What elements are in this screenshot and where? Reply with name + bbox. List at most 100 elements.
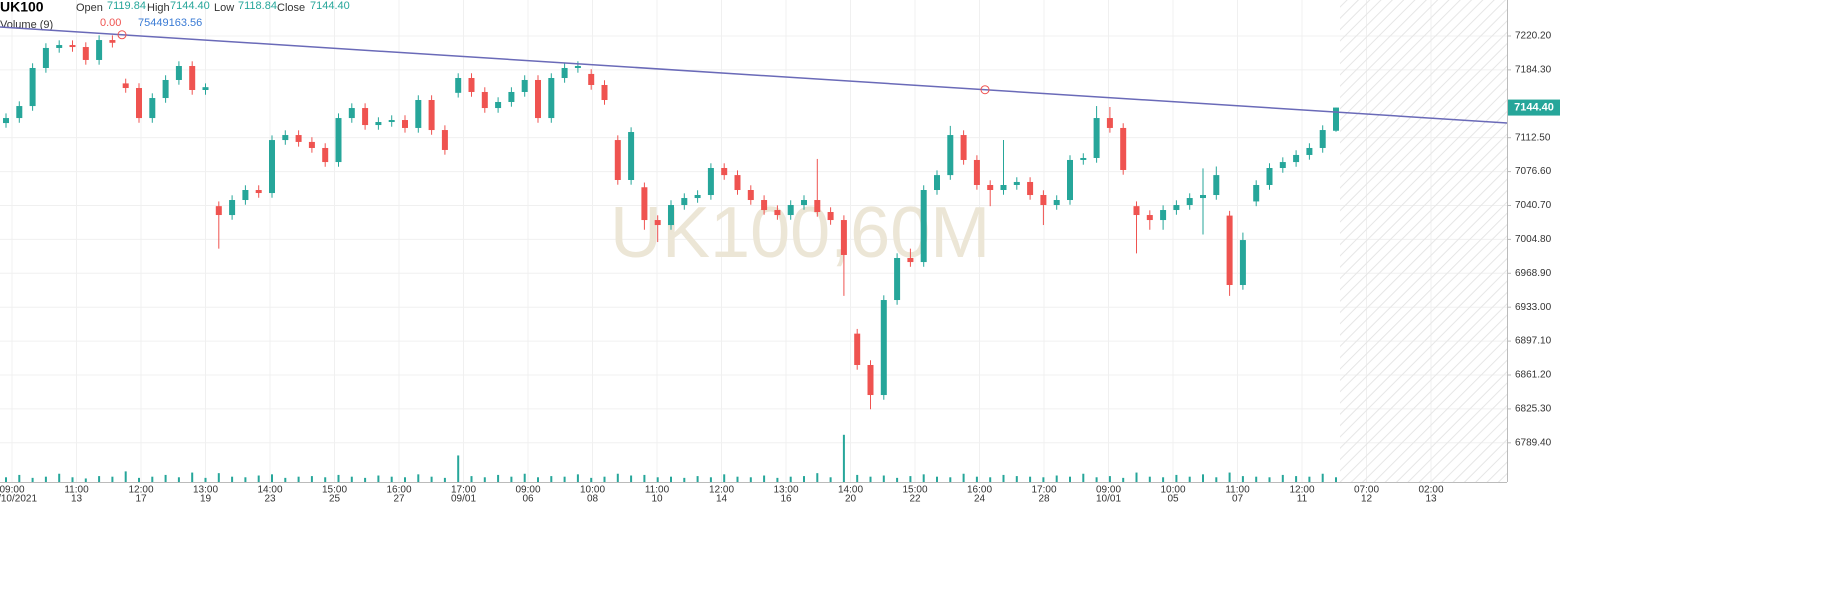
volume-bar (1281, 474, 1284, 482)
volume-bar (656, 477, 659, 482)
volume-bar (497, 474, 500, 482)
candle-body (388, 120, 395, 123)
volume-bar (377, 475, 380, 482)
price-label: 7144.40 (1514, 101, 1554, 113)
volume-bar (683, 477, 686, 482)
volume-bar (1015, 476, 1018, 482)
volume-bar (297, 476, 300, 482)
volume-bar (1029, 476, 1032, 482)
volume-bar (44, 476, 47, 482)
x-tick-label: 22 (909, 494, 921, 505)
x-tick-label: 08/10/2021 (0, 494, 37, 505)
x-tick-label: 17 (135, 494, 147, 505)
ohlc-label: High (147, 2, 170, 14)
volume-bar (5, 477, 7, 482)
volume-bar (231, 476, 234, 482)
volume-bar (869, 476, 872, 482)
candle-body (1080, 157, 1087, 160)
candle-body (468, 78, 475, 92)
candle-body (814, 200, 821, 213)
candle-body (1040, 195, 1047, 206)
volume-bar (616, 473, 619, 482)
candle-body (894, 257, 901, 301)
candle-body (455, 78, 462, 93)
candle-body (1200, 195, 1206, 199)
volume-bar (776, 477, 779, 482)
candle-body (681, 198, 688, 206)
candle-body (295, 135, 302, 142)
candle-body (787, 205, 794, 216)
candle-body (1226, 215, 1233, 286)
volume-value: 75449163.56 (138, 17, 202, 29)
x-tick-label: 24 (974, 494, 986, 505)
candle-body (189, 66, 196, 90)
candle-body (56, 45, 63, 48)
trendline (0, 26, 1508, 124)
volume-bar (1055, 475, 1058, 482)
candle-body (1306, 147, 1313, 155)
volume-bar (696, 476, 699, 482)
volume-bar (31, 477, 34, 482)
x-tick-label: 11:00 (64, 485, 89, 496)
trendline-handle (980, 85, 990, 95)
volume-bar (350, 476, 353, 482)
x-tick-label: 17:00 (451, 485, 476, 496)
candle-body (574, 66, 581, 68)
volume-bar (1175, 474, 1178, 482)
candle-body (1013, 181, 1020, 185)
volume-bar (909, 476, 912, 482)
volume-bar (550, 476, 553, 482)
candle-body (3, 118, 9, 124)
x-tick-label: 13:00 (193, 485, 218, 496)
candle-body (202, 87, 209, 90)
volume-bar (1215, 477, 1218, 482)
candle-body (322, 147, 329, 163)
volume-bar (1095, 477, 1098, 482)
volume-bar (816, 473, 819, 482)
volume-bar (842, 434, 845, 482)
x-tick-label: 17:00 (1031, 485, 1056, 496)
candle-body (867, 364, 874, 396)
candle-body (801, 200, 807, 206)
candle-body (774, 210, 781, 216)
candle-body (1239, 240, 1246, 286)
candle-body (521, 79, 528, 92)
candle-body (588, 73, 595, 85)
volume-bar (1069, 476, 1071, 482)
ohlc-label: Open (76, 2, 103, 14)
candle-body (1160, 210, 1167, 221)
candle-body (561, 67, 568, 79)
candle-body (1027, 181, 1034, 196)
x-tick-label: 15:00 (902, 485, 927, 496)
x-tick-label: 15:00 (322, 485, 347, 496)
candle-body (1253, 184, 1260, 202)
volume-bar (191, 472, 194, 482)
candle-body (162, 79, 169, 99)
candle-body (1053, 200, 1060, 206)
volume-bar (1295, 476, 1298, 482)
candle-body (335, 118, 342, 163)
candle-body (136, 88, 142, 119)
volume-bar (563, 476, 566, 482)
volume-bar (390, 476, 393, 482)
x-tick-label: 12:00 (709, 485, 734, 496)
candle-body (42, 47, 49, 68)
volume-bar (138, 477, 140, 482)
x-tick-label: 25 (329, 494, 341, 505)
volume-bar (856, 474, 859, 482)
candle-body (415, 100, 422, 128)
candle-body (229, 200, 236, 216)
x-tick-label: 02:00 (1418, 485, 1443, 496)
volume-bar (537, 477, 539, 482)
volume-bar (284, 477, 287, 482)
volume-bar (922, 474, 925, 482)
candle-body (495, 101, 502, 109)
candle-body (880, 300, 887, 396)
volume-bar (603, 476, 606, 482)
volume-bar (1082, 473, 1085, 482)
candle-body (269, 140, 275, 194)
candle-body (175, 66, 182, 80)
y-tick-label: 7112.50 (1515, 132, 1551, 143)
x-tick-label: 11:00 (645, 485, 670, 496)
candle-body (1333, 107, 1339, 131)
